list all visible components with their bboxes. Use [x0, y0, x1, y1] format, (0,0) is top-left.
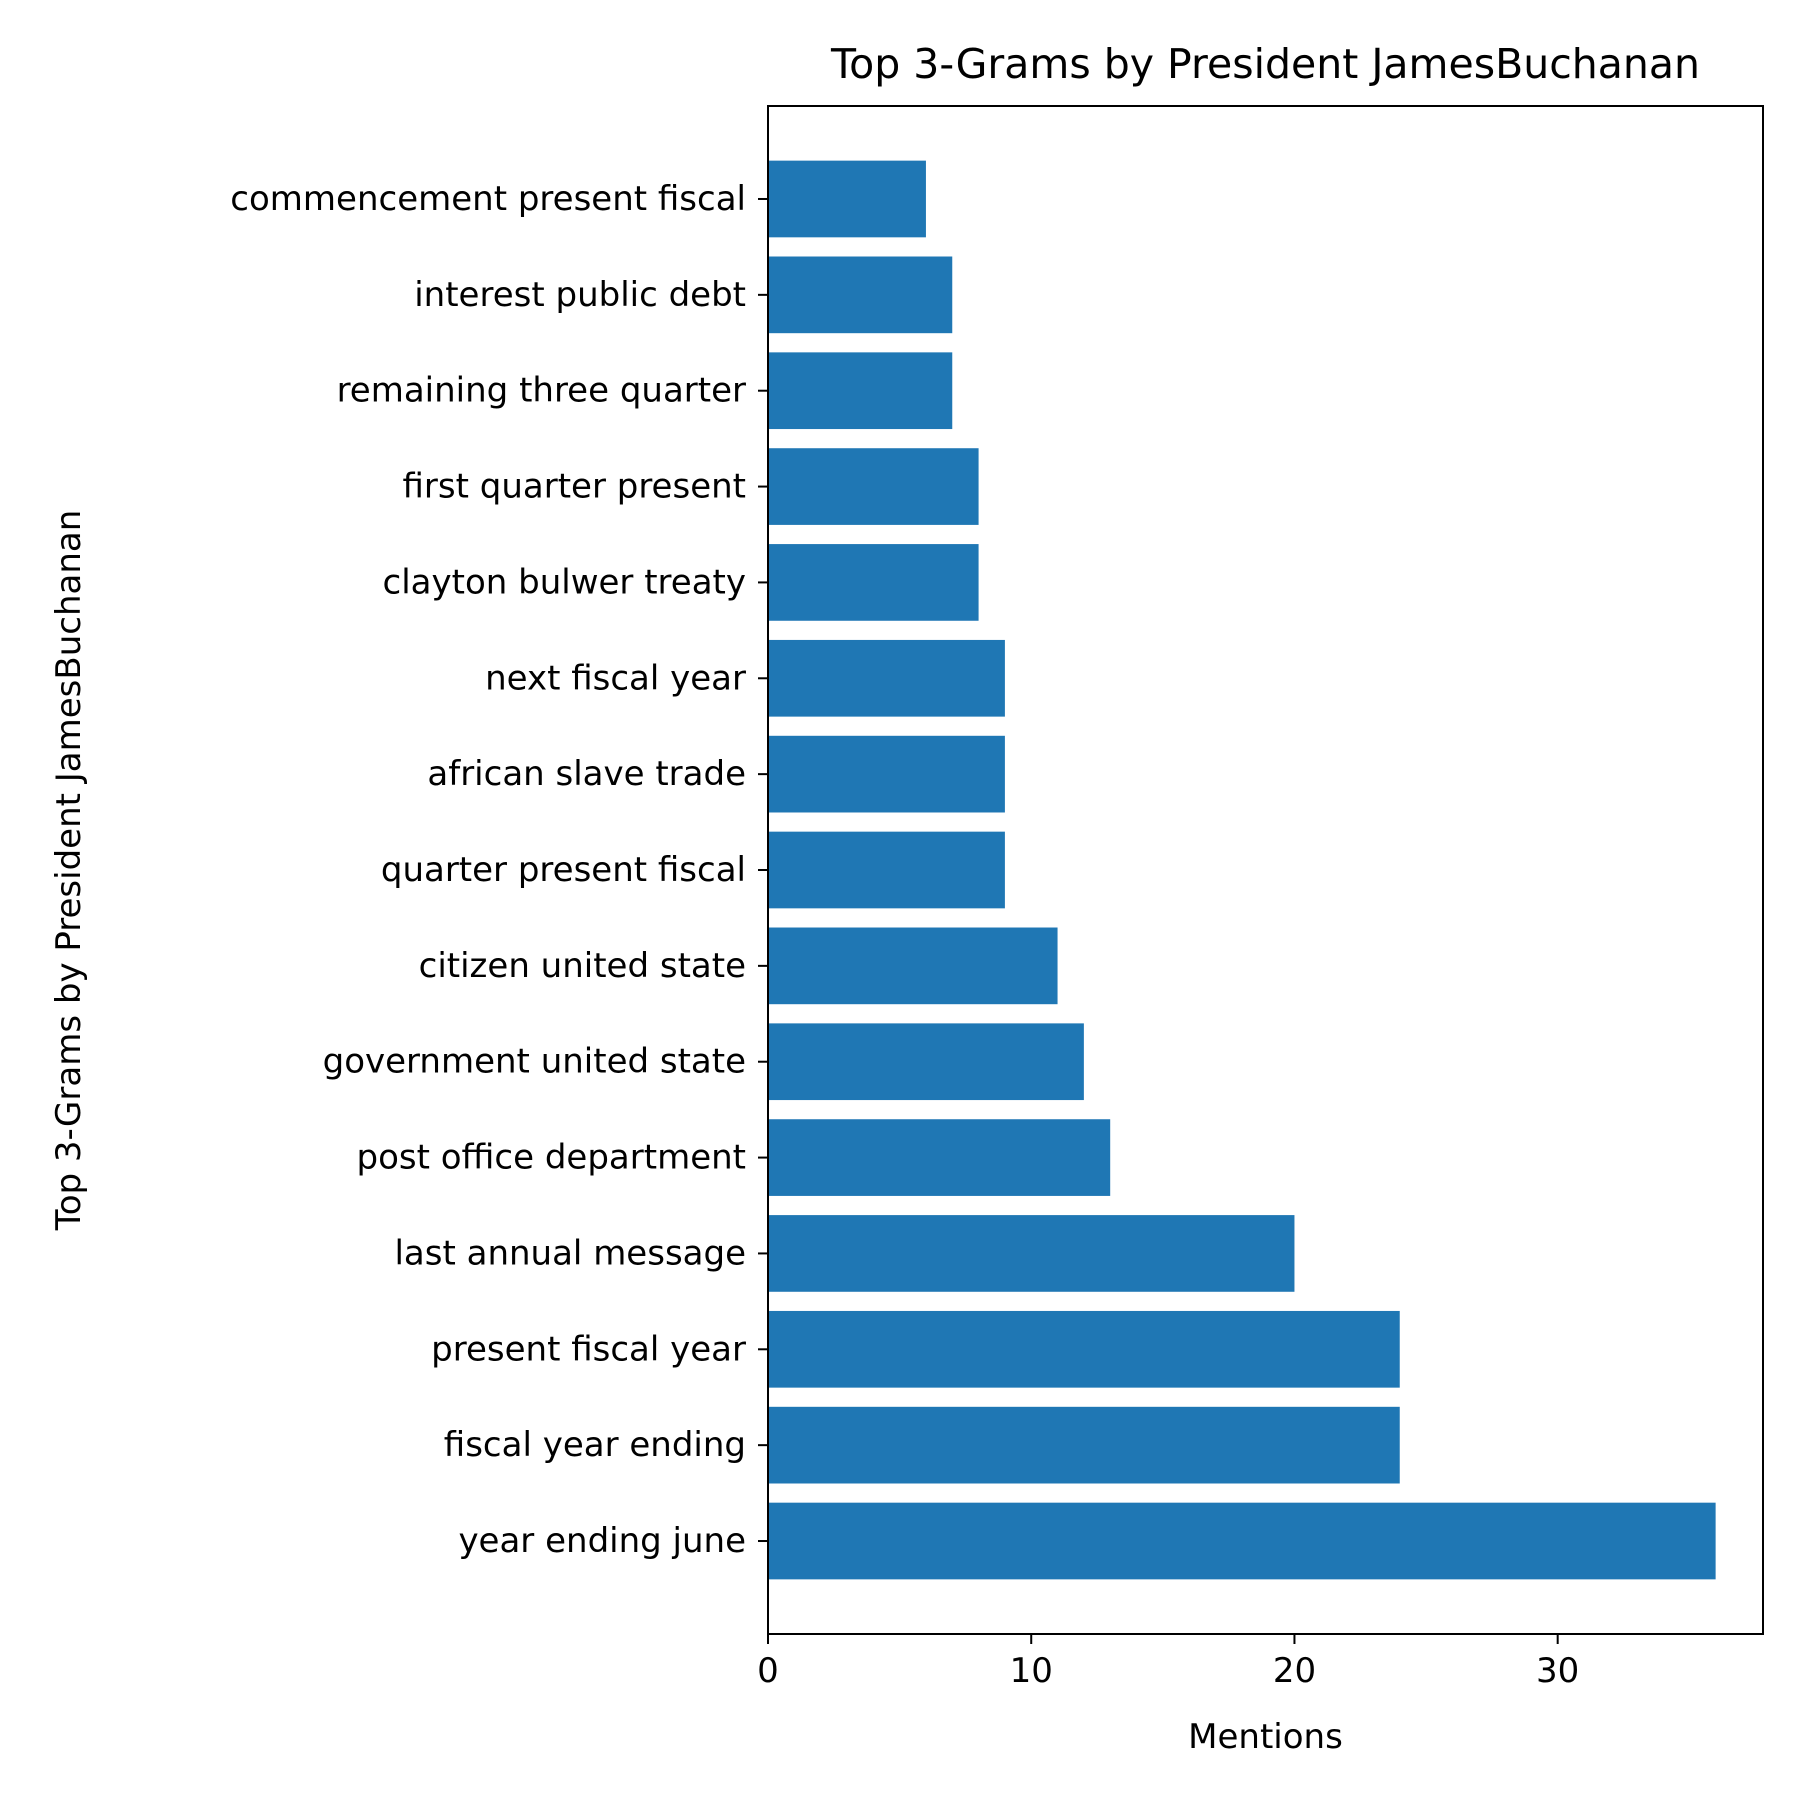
y-tick-label: present fiscal year	[431, 1329, 746, 1369]
x-ticks-group: 0 10 20 30	[757, 1634, 1579, 1691]
x-tick-label: 10	[1010, 1651, 1053, 1691]
y-tick-label: interest public debt	[414, 275, 746, 315]
y-tick-label: government united state	[323, 1042, 746, 1082]
y-ticks-group: year ending june fiscal year ending presen…	[230, 179, 768, 1561]
x-tick-label: 0	[757, 1651, 779, 1691]
y-axis-label: Top 3-Grams by President JamesBuchanan	[49, 510, 89, 1232]
y-tick-label: quarter present fiscal	[381, 850, 746, 890]
bar	[768, 544, 979, 621]
y-tick-label: fiscal year ending	[444, 1425, 746, 1465]
y-tick-label: post office department	[357, 1138, 746, 1178]
y-tick-label: last annual message	[394, 1233, 746, 1273]
bar	[768, 448, 979, 525]
y-tick-label: commencement present fiscal	[230, 179, 746, 219]
y-tick-label: remaining three quarter	[337, 371, 746, 411]
y-tick-label: next fiscal year	[485, 658, 746, 698]
bar	[768, 1119, 1111, 1196]
x-tick-label: 30	[1536, 1651, 1579, 1691]
y-tick-label: clayton bulwer treaty	[383, 562, 746, 602]
y-tick-label: year ending june	[458, 1521, 746, 1561]
bars-group	[768, 160, 1716, 1580]
y-tick-label: citizen united state	[419, 946, 746, 986]
bar	[768, 1023, 1084, 1101]
bar	[768, 256, 953, 334]
bar	[768, 831, 1005, 909]
x-tick-label: 20	[1273, 1651, 1316, 1691]
bar	[768, 639, 1005, 717]
bar	[768, 352, 953, 430]
bar	[768, 1215, 1295, 1292]
x-axis-label: Mentions	[1188, 1717, 1343, 1757]
bar	[768, 927, 1058, 1005]
bar	[768, 735, 1005, 813]
bar	[768, 1310, 1400, 1388]
plot-frame	[767, 105, 1764, 1635]
bar	[768, 160, 926, 238]
y-tick-label: african slave trade	[427, 754, 746, 794]
chart-title: Top 3-Grams by President JamesBuchanan	[830, 40, 1700, 88]
bar	[768, 1502, 1716, 1580]
bar	[768, 1406, 1400, 1484]
y-tick-label: first quarter present	[403, 467, 746, 507]
